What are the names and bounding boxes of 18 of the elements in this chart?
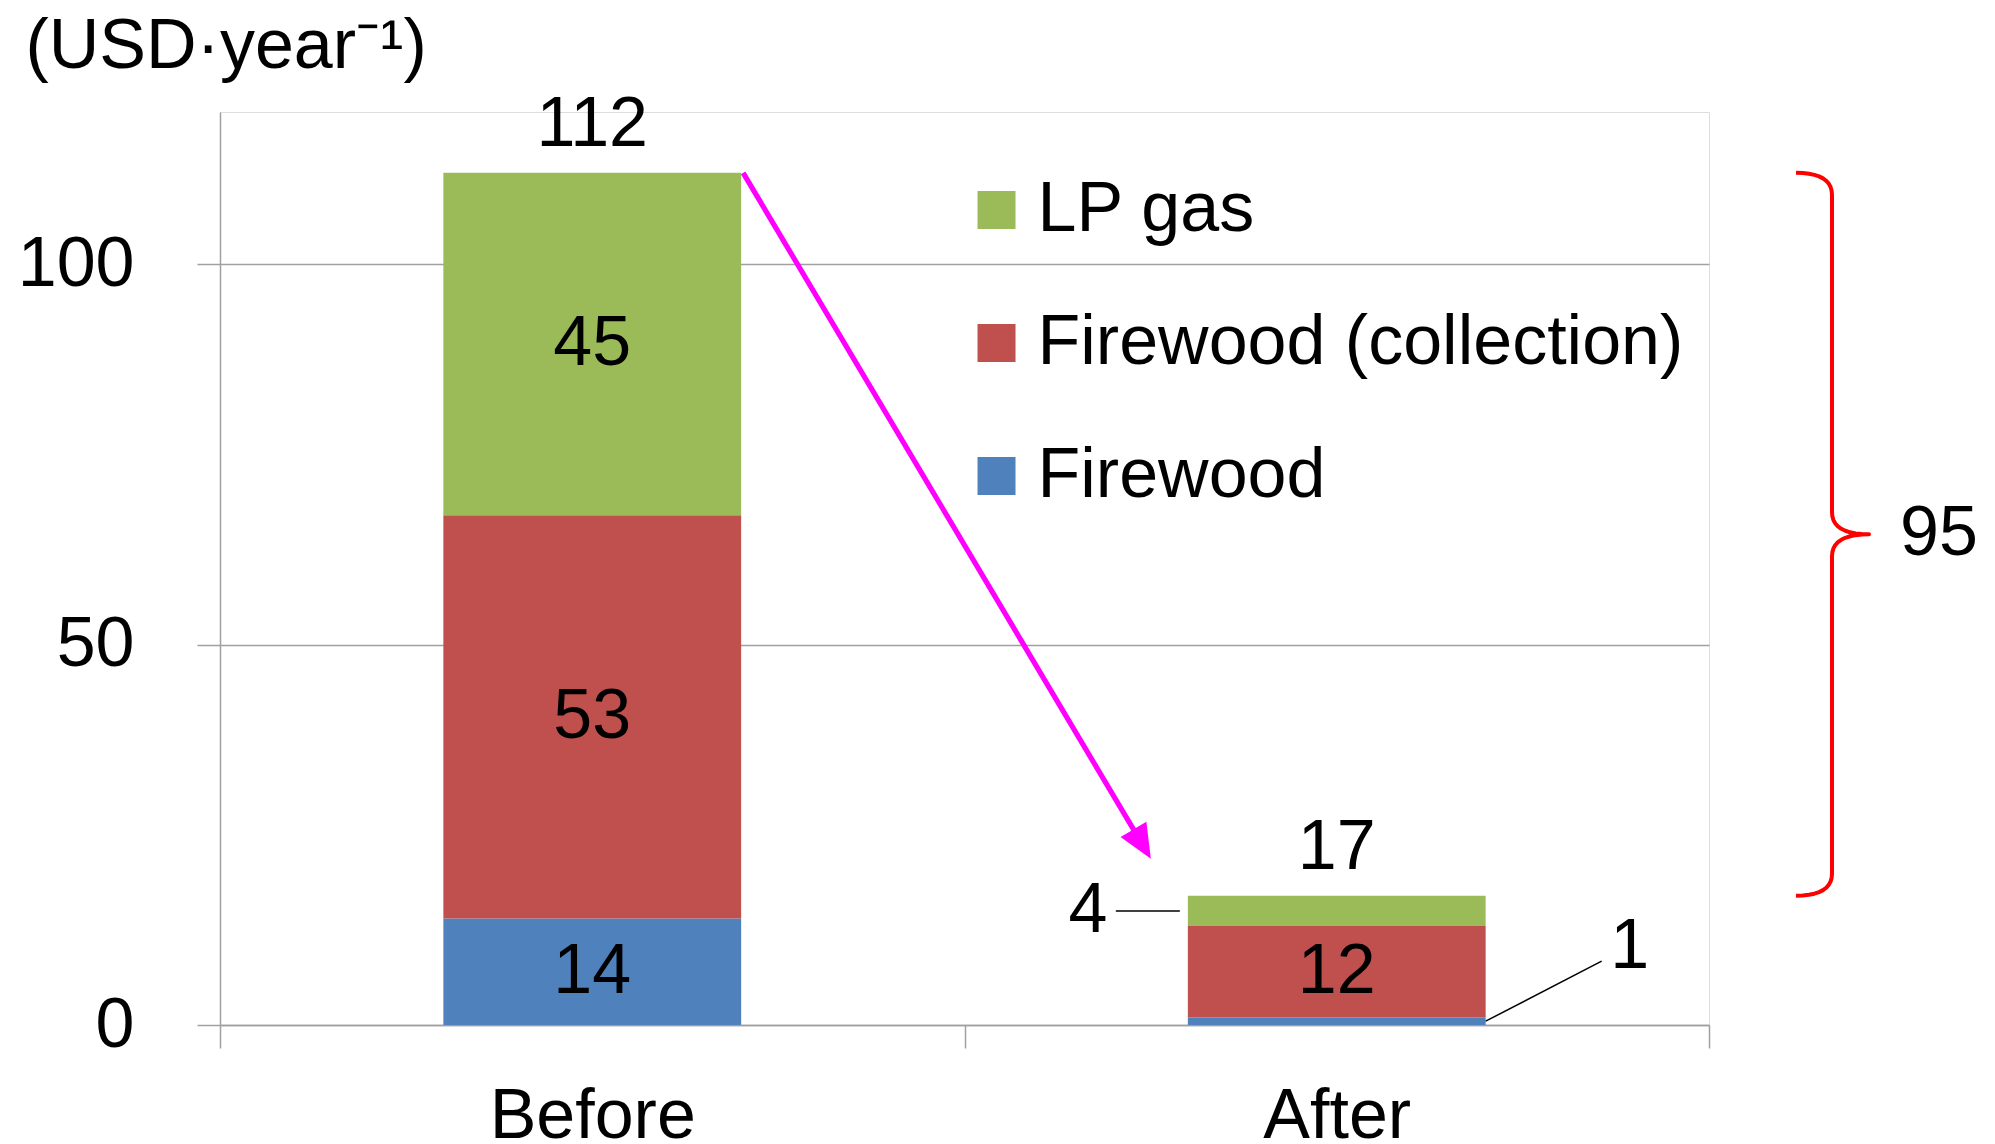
data-label: 12 (1297, 929, 1376, 1008)
data-label: 4 (1068, 868, 1108, 947)
x-tick-label: Before (489, 1074, 696, 1144)
y-tick-label: 50 (56, 603, 135, 682)
total-label: 17 (1297, 805, 1376, 884)
x-tick-label: After (1263, 1074, 1412, 1144)
legend-label: Firewood (1037, 434, 1326, 512)
y-tick-label: 100 (17, 222, 135, 301)
data-label: 45 (553, 302, 632, 381)
y-axis-title: (USD·year⁻¹) (25, 4, 427, 83)
text: 95 (1900, 492, 1978, 571)
legend-label: LP gas (1037, 168, 1255, 246)
legend-label: Firewood (collection) (1037, 301, 1684, 379)
data-label: 1 (1610, 905, 1650, 984)
total-label: 112 (536, 82, 649, 161)
data-label: 14 (553, 929, 632, 1008)
y-tick-label: 0 (95, 983, 135, 1062)
data-label: 53 (553, 674, 632, 753)
